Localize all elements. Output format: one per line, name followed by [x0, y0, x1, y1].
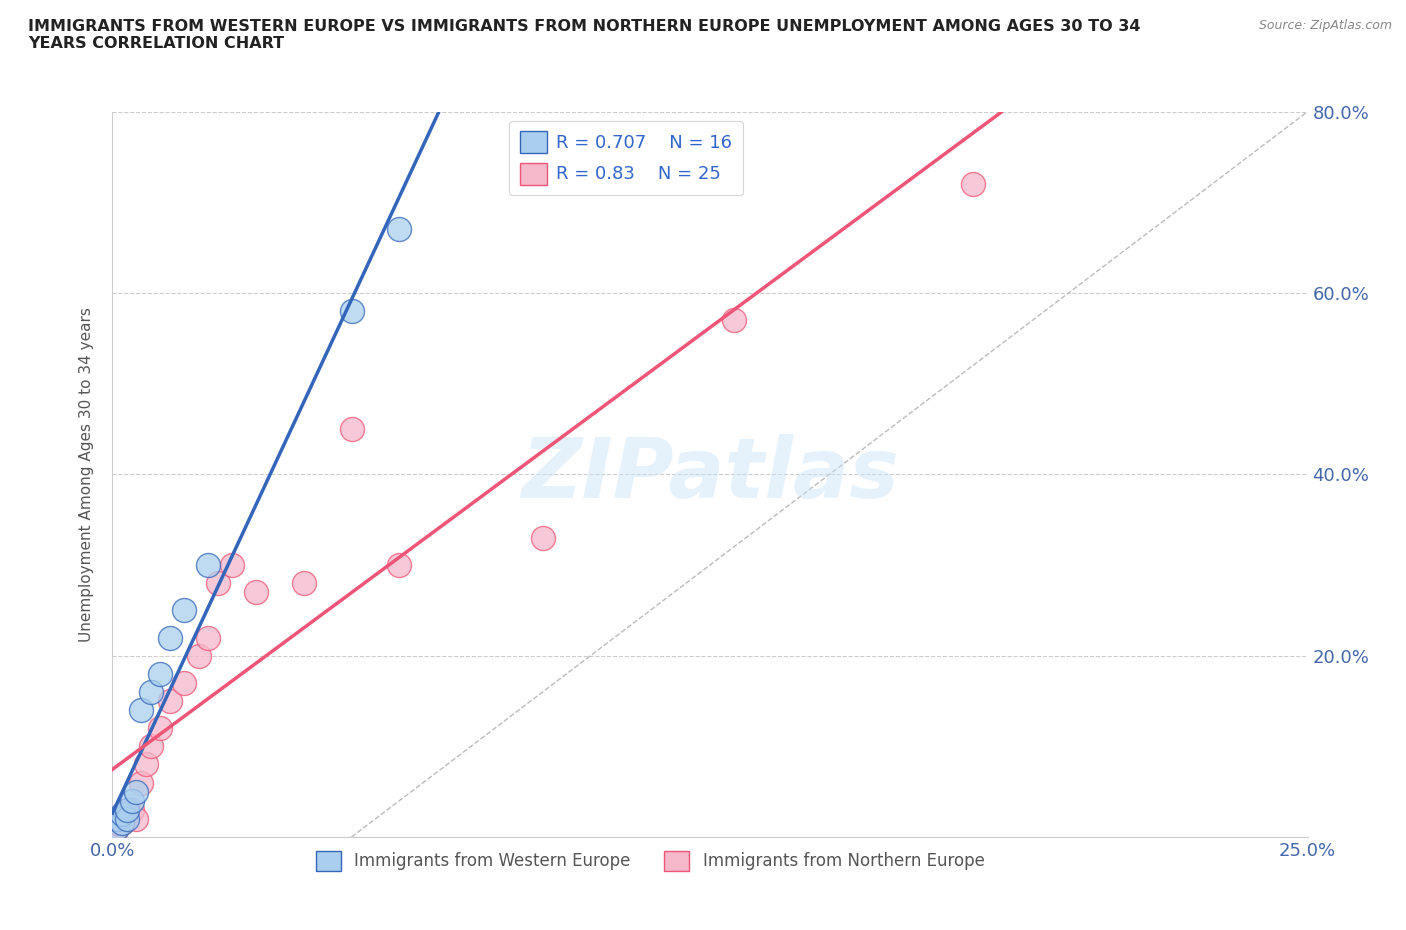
Point — [121, 793, 143, 808]
Point — [105, 820, 128, 835]
Point — [962, 177, 984, 192]
Point — [111, 816, 134, 830]
Point — [187, 648, 209, 663]
Point — [388, 558, 411, 573]
Y-axis label: Unemployment Among Ages 30 to 34 years: Unemployment Among Ages 30 to 34 years — [79, 307, 94, 642]
Point — [111, 807, 134, 822]
Point — [105, 816, 128, 830]
Point — [292, 576, 315, 591]
Point — [105, 811, 128, 827]
Text: ZIPatlas: ZIPatlas — [522, 433, 898, 515]
Point — [207, 576, 229, 591]
Point — [111, 811, 134, 827]
Point — [135, 757, 157, 772]
Point — [115, 807, 138, 822]
Point — [197, 631, 219, 645]
Point — [159, 631, 181, 645]
Text: IMMIGRANTS FROM WESTERN EUROPE VS IMMIGRANTS FROM NORTHERN EUROPE UNEMPLOYMENT A: IMMIGRANTS FROM WESTERN EUROPE VS IMMIGR… — [28, 19, 1140, 51]
Point — [129, 776, 152, 790]
Point — [340, 303, 363, 318]
Point — [159, 694, 181, 709]
Point — [245, 585, 267, 600]
Point — [111, 816, 134, 830]
Point — [149, 721, 172, 736]
Point — [723, 312, 745, 327]
Point — [149, 667, 172, 682]
Point — [139, 738, 162, 753]
Point — [531, 530, 554, 545]
Point — [115, 803, 138, 817]
Point — [105, 820, 128, 835]
Point — [125, 811, 148, 827]
Point — [139, 684, 162, 699]
Point — [173, 675, 195, 690]
Point — [115, 803, 138, 817]
Point — [388, 222, 411, 237]
Point — [221, 558, 243, 573]
Point — [125, 784, 148, 799]
Point — [340, 421, 363, 436]
Point — [115, 811, 138, 827]
Legend: Immigrants from Western Europe, Immigrants from Northern Europe: Immigrants from Western Europe, Immigran… — [308, 843, 993, 880]
Point — [121, 803, 143, 817]
Point — [129, 703, 152, 718]
Point — [173, 603, 195, 618]
Point — [197, 558, 219, 573]
Text: Source: ZipAtlas.com: Source: ZipAtlas.com — [1258, 19, 1392, 32]
